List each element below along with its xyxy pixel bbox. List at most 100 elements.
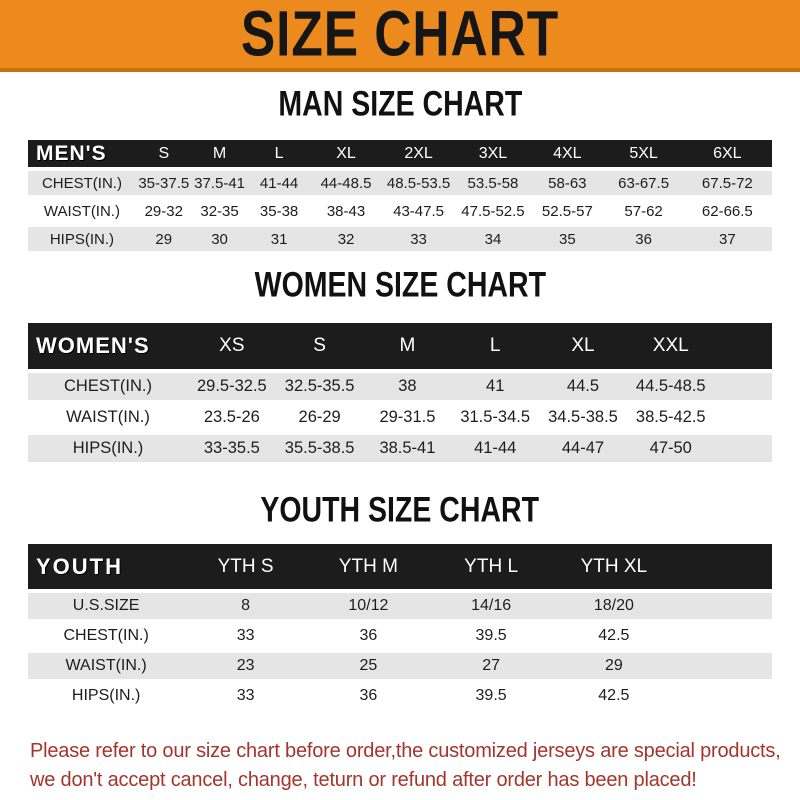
row-blank-cell bbox=[675, 683, 772, 709]
size-cell: 38.5-42.5 bbox=[626, 404, 715, 431]
size-cell: 30 bbox=[191, 227, 248, 251]
header-blank-cell bbox=[714, 323, 772, 369]
row-label: CHEST(IN.) bbox=[28, 373, 188, 400]
size-column-header: M bbox=[191, 140, 248, 167]
women-size-section: WOMEN SIZE CHART WOMEN'S XS S M L XL XXL CHEST(… bbox=[0, 268, 800, 466]
size-cell: 23 bbox=[184, 653, 307, 679]
table-row: CHEST(IN.) 35-37.5 37.5-41 41-44 44-48.5 48.5… bbox=[28, 171, 772, 195]
size-cell: 38-43 bbox=[310, 199, 382, 223]
size-column-header: 5XL bbox=[604, 140, 683, 167]
size-cell: 62-66.5 bbox=[682, 199, 772, 223]
size-cell: 10/12 bbox=[306, 593, 430, 619]
row-blank-cell bbox=[714, 435, 772, 462]
size-cell: 38 bbox=[363, 373, 452, 400]
size-cell: 33-35.5 bbox=[187, 435, 276, 462]
table-row: WAIST(IN.) 23 25 27 29 bbox=[28, 653, 772, 679]
size-cell: 48.5-53.5 bbox=[381, 171, 456, 195]
size-column-header: 2XL bbox=[381, 140, 456, 167]
size-cell: 53.5-58 bbox=[455, 171, 531, 195]
size-column-header: 4XL bbox=[530, 140, 605, 167]
row-label: WAIST(IN.) bbox=[28, 199, 136, 223]
size-cell: 47.5-52.5 bbox=[455, 199, 531, 223]
women-section-heading: WOMEN SIZE CHART bbox=[0, 268, 800, 303]
table-header-row: MEN'S S M L XL 2XL 3XL 4XL 5XL 6XL bbox=[28, 140, 772, 167]
table-row: U.S.SIZE 8 10/12 14/16 18/20 bbox=[28, 593, 772, 619]
size-cell: 44-48.5 bbox=[310, 171, 382, 195]
size-cell: 58-63 bbox=[530, 171, 605, 195]
size-cell: 41-44 bbox=[247, 171, 311, 195]
size-cell: 34.5-38.5 bbox=[539, 404, 627, 431]
size-cell: 32-35 bbox=[191, 199, 248, 223]
size-cell: 36 bbox=[604, 227, 683, 251]
men-size-table: MEN'S S M L XL 2XL 3XL 4XL 5XL 6XL CHEST(IN.) 35-37… bbox=[28, 136, 772, 255]
size-cell: 57-62 bbox=[604, 199, 683, 223]
size-cell: 37 bbox=[682, 227, 772, 251]
row-label: HIPS(IN.) bbox=[28, 435, 188, 462]
size-column-header: XL bbox=[310, 140, 382, 167]
size-cell: 14/16 bbox=[429, 593, 553, 619]
row-label: CHEST(IN.) bbox=[28, 171, 136, 195]
size-cell: 36 bbox=[306, 683, 430, 709]
size-cell: 63-67.5 bbox=[604, 171, 683, 195]
size-cell: 39.5 bbox=[429, 623, 553, 649]
youth-section-heading: YOUTH SIZE CHART bbox=[0, 490, 800, 530]
row-blank-cell bbox=[714, 373, 772, 400]
size-cell: 33 bbox=[381, 227, 456, 251]
size-column-header: YTH S bbox=[184, 544, 307, 589]
size-cell: 33 bbox=[184, 683, 307, 709]
size-column-header: XXL bbox=[626, 323, 715, 369]
size-column-header: M bbox=[363, 323, 452, 369]
size-cell: 25 bbox=[306, 653, 430, 679]
size-column-header: XS bbox=[187, 323, 276, 369]
footer-note: Please refer to our size chart before or… bbox=[30, 737, 800, 795]
youth-size-table: YOUTH YTH S YTH M YTH L YTH XL U.S.SIZE 8 10/12… bbox=[28, 540, 772, 713]
youth-section-heading-text: YOUTH SIZE CHART bbox=[260, 490, 540, 530]
size-cell: 39.5 bbox=[429, 683, 553, 709]
size-column-header: S bbox=[135, 140, 192, 167]
row-blank-cell bbox=[675, 623, 772, 649]
note-line-1: Please refer to our size chart before or… bbox=[30, 740, 781, 762]
table-row: HIPS(IN.) 33 36 39.5 42.5 bbox=[28, 683, 772, 709]
table-header-label: YOUTH bbox=[28, 544, 185, 589]
row-label: CHEST(IN.) bbox=[28, 623, 185, 649]
row-blank-cell bbox=[675, 653, 772, 679]
size-cell: 44.5-48.5 bbox=[626, 373, 715, 400]
size-cell: 29.5-32.5 bbox=[187, 373, 276, 400]
size-cell: 37.5-41 bbox=[191, 171, 248, 195]
table-row: WAIST(IN.) 23.5-26 26-29 29-31.5 31.5-34.5 34… bbox=[28, 404, 772, 431]
size-cell: 36 bbox=[306, 623, 430, 649]
table-header-label: WOMEN'S bbox=[28, 323, 188, 369]
size-cell: 26-29 bbox=[275, 404, 364, 431]
size-column-header: S bbox=[275, 323, 364, 369]
youth-size-section: YOUTH SIZE CHART YOUTH YTH S YTH M YTH L YTH… bbox=[0, 490, 800, 713]
table-header-row: WOMEN'S XS S M L XL XXL bbox=[28, 323, 772, 369]
size-cell: 32 bbox=[310, 227, 382, 251]
size-cell: 44.5 bbox=[539, 373, 627, 400]
size-cell: 43-47.5 bbox=[381, 199, 456, 223]
size-cell: 32.5-35.5 bbox=[275, 373, 364, 400]
size-cell: 31 bbox=[247, 227, 311, 251]
size-cell: 29 bbox=[552, 653, 676, 679]
row-label: U.S.SIZE bbox=[28, 593, 185, 619]
size-cell: 41 bbox=[451, 373, 540, 400]
size-column-header: L bbox=[451, 323, 540, 369]
size-cell: 23.5-26 bbox=[187, 404, 276, 431]
table-row: CHEST(IN.) 33 36 39.5 42.5 bbox=[28, 623, 772, 649]
size-cell: 35 bbox=[530, 227, 605, 251]
size-column-header: YTH M bbox=[306, 544, 430, 589]
row-label: WAIST(IN.) bbox=[28, 653, 185, 679]
size-cell: 29-32 bbox=[135, 199, 192, 223]
size-cell: 35-38 bbox=[247, 199, 311, 223]
size-cell: 47-50 bbox=[626, 435, 715, 462]
size-cell: 31.5-34.5 bbox=[451, 404, 540, 431]
man-section-heading: MAN SIZE CHART bbox=[0, 87, 800, 122]
size-cell: 35-37.5 bbox=[135, 171, 192, 195]
size-cell: 8 bbox=[184, 593, 307, 619]
size-cell: 34 bbox=[455, 227, 531, 251]
table-row: CHEST(IN.) 29.5-32.5 32.5-35.5 38 41 44.5 44.5… bbox=[28, 373, 772, 400]
row-label: HIPS(IN.) bbox=[28, 683, 185, 709]
banner: SIZE CHART bbox=[0, 0, 800, 72]
size-cell: 18/20 bbox=[552, 593, 676, 619]
size-cell: 27 bbox=[429, 653, 553, 679]
